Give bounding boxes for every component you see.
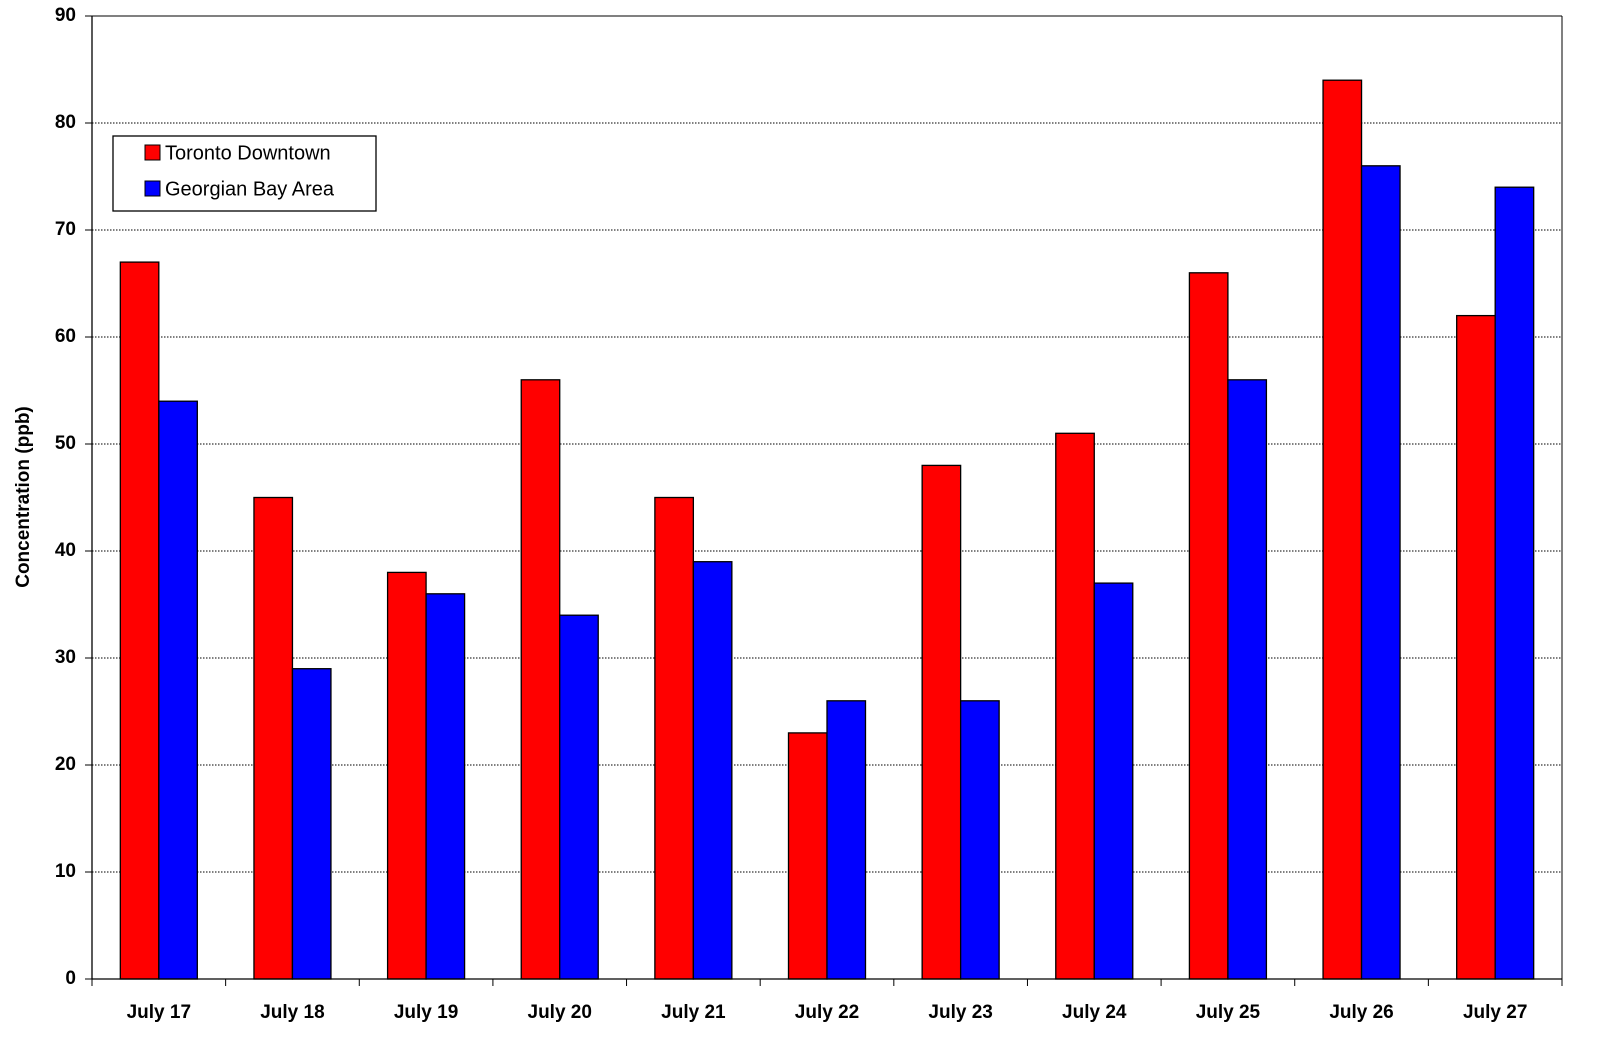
bar — [386, 571, 427, 980]
x-tick-label: July 22 — [795, 1002, 859, 1023]
x-tick-label: July 23 — [928, 1002, 992, 1023]
bar — [654, 496, 695, 980]
bar — [826, 700, 867, 980]
bar — [1227, 379, 1268, 980]
x-tick-label: July 20 — [528, 1002, 592, 1023]
y-tick-label: 50 — [55, 433, 76, 454]
bar — [1456, 314, 1496, 980]
legend-text: Georgian Bay Area — [165, 178, 335, 200]
y-tick-label: 90 — [55, 5, 76, 26]
x-tick-label: July 26 — [1329, 1002, 1393, 1023]
x-tick-label: July 17 — [127, 1002, 191, 1023]
legend-swatch — [144, 144, 161, 161]
y-tick-label: 0 — [65, 968, 76, 989]
bar — [253, 496, 294, 980]
bar — [158, 400, 198, 980]
x-tick-label: July 25 — [1196, 1002, 1261, 1023]
x-tick-label: July 18 — [260, 1002, 324, 1023]
bar — [1494, 186, 1535, 980]
bar — [692, 561, 733, 980]
legend-text: Toronto Downtown — [165, 142, 331, 164]
bar — [291, 668, 332, 980]
bar — [520, 379, 561, 980]
x-tick-label: July 21 — [661, 1002, 726, 1023]
bar — [1055, 432, 1095, 980]
y-tick-label: 40 — [55, 540, 76, 561]
bar — [921, 464, 962, 980]
y-tick-label: 10 — [55, 861, 76, 882]
bar — [119, 261, 160, 980]
y-tick-label: 20 — [55, 754, 76, 775]
bar — [1322, 79, 1363, 980]
y-tick-label: 60 — [55, 326, 76, 347]
y-tick-label: 70 — [55, 219, 76, 240]
x-tick-label: July 24 — [1062, 1002, 1127, 1023]
y-axis-label: Concentration (ppb) — [13, 406, 34, 588]
x-tick-label: July 19 — [394, 1002, 458, 1023]
bar — [787, 732, 828, 980]
bar — [1188, 272, 1229, 980]
bar — [1360, 165, 1401, 980]
bar — [425, 593, 466, 980]
bar — [959, 700, 1000, 980]
legend-swatch — [144, 180, 161, 197]
y-tick-label: 80 — [55, 112, 76, 133]
y-tick-label: 30 — [55, 647, 76, 668]
x-tick-label: July 27 — [1463, 1002, 1527, 1023]
bar — [559, 614, 599, 980]
bar — [1093, 582, 1134, 980]
